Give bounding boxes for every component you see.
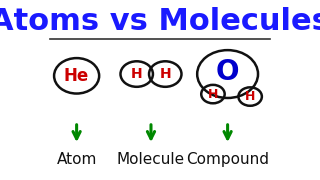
Text: H: H	[131, 67, 142, 81]
Text: Atoms vs Molecules: Atoms vs Molecules	[0, 7, 320, 36]
Text: H: H	[245, 90, 255, 103]
Text: Atom: Atom	[56, 152, 97, 167]
Text: H: H	[159, 67, 171, 81]
Text: Molecule: Molecule	[117, 152, 185, 167]
Text: Compound: Compound	[186, 152, 269, 167]
Text: H: H	[208, 88, 218, 101]
Text: O: O	[216, 58, 239, 86]
Text: He: He	[64, 67, 89, 85]
